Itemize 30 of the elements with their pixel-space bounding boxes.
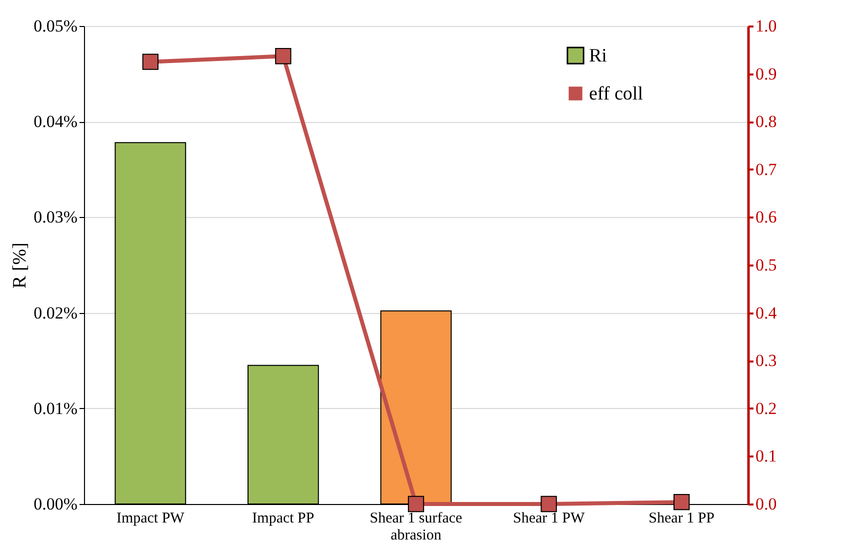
x-tick-label: Shear 1 surface abrasion [370,510,463,544]
y2-tick-label: 0.1 [756,446,777,466]
y2-tick-label: 0.5 [756,256,777,274]
y2-tick-label: 0.7 [756,160,778,179]
y2-tick-label: 0.8 [756,112,777,132]
point [674,494,690,510]
legend-label: eff coll [589,84,643,104]
y-tick-label: 0.04% [34,112,78,132]
y2-tick-label: 0.4 [756,303,778,322]
x-tick-label: Impact PP [252,510,314,526]
y-tick-label: 0.00% [34,494,78,514]
y2-tick-label: 0.3 [756,351,777,370]
y2-tick-label: 0.6 [756,208,777,227]
y-tick-label: 0.01% [34,398,78,418]
point [275,48,292,64]
point [142,54,158,70]
point [408,496,424,512]
x-tick-label: Shear 1 PW [512,510,586,526]
y2-tick-label: 1.0 [756,16,777,36]
y-tick-label: 0.02% [34,303,78,322]
legend-label: Ri [589,46,607,66]
x-tick-label: Shear 1 PP [648,510,715,526]
x-tick-label: Impact PW [116,510,186,526]
y2-tick-label: 0.0 [756,494,777,514]
y-axis-title: R [%] [10,242,31,288]
y2-tick-label: 0.2 [756,398,777,418]
y2-tick-label: 0.9 [756,64,777,84]
y-tick-label: 0.03% [34,208,78,227]
y-tick-label: 0.05% [34,16,78,36]
point [540,496,557,512]
